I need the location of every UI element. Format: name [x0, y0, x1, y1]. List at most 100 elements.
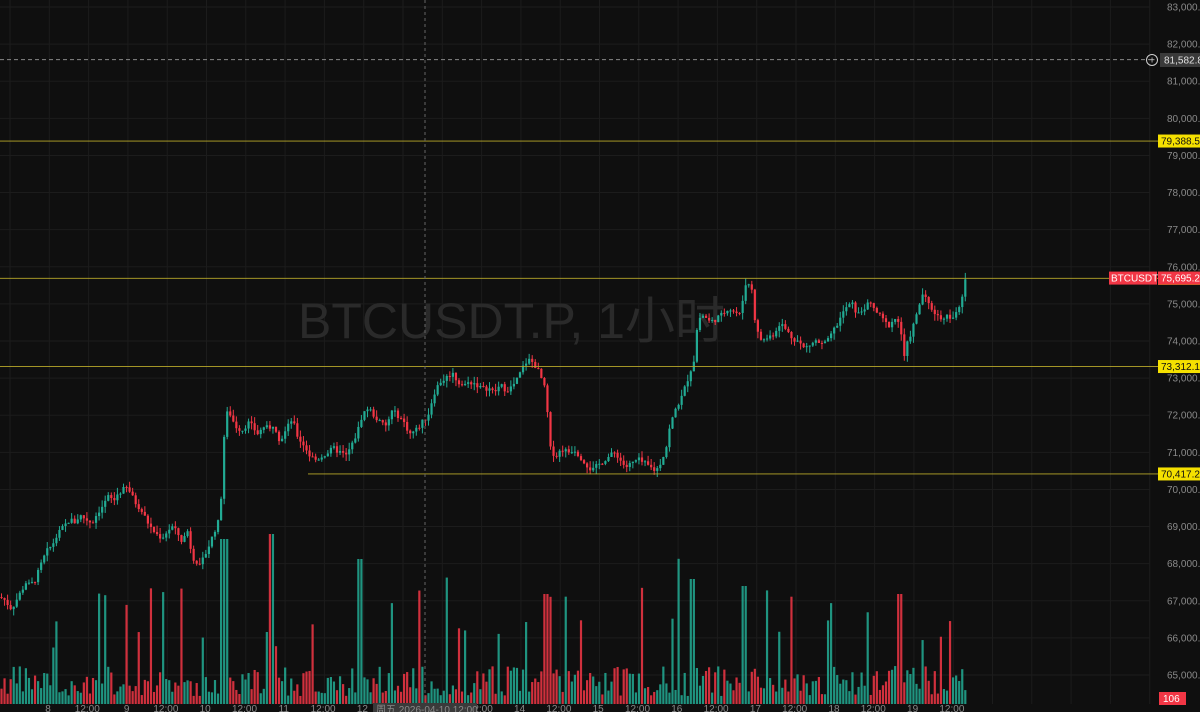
volume-bar — [607, 690, 610, 704]
candle-body — [952, 317, 955, 319]
volume-bar — [860, 672, 863, 704]
candle-body — [427, 414, 430, 421]
candle-body — [628, 463, 631, 467]
volume-bar — [342, 684, 345, 704]
price-axis[interactable]: 83,000.0 82,000.0 81,000.0 80,000.0 79,000.0… — [1167, 3, 1200, 682]
candle-body — [552, 446, 555, 456]
last-price-label: 75,695.2 — [1161, 274, 1200, 285]
volume-bar — [427, 693, 430, 704]
volume-bar — [265, 631, 268, 704]
candle-body — [326, 453, 329, 457]
candle-body — [637, 457, 641, 461]
horizontal-levels[interactable] — [0, 140, 1158, 475]
crosshair-time-tag: 周五 2026-04-10 12:00 — [373, 703, 478, 712]
volume-bar — [430, 681, 433, 704]
volume-bar — [128, 685, 131, 704]
candle-body — [900, 321, 903, 335]
candle-body — [247, 421, 250, 429]
candle-body — [299, 436, 302, 442]
candle-body — [27, 582, 31, 584]
volume-bar — [390, 603, 393, 704]
volume-bar — [894, 666, 897, 704]
candle-body — [823, 341, 827, 343]
volume-bar — [564, 596, 567, 704]
volume-bar — [744, 586, 747, 704]
candle-body — [460, 384, 464, 386]
candle-body — [796, 340, 799, 342]
candle-body — [439, 382, 442, 386]
candle-body — [765, 338, 769, 340]
volume-bar — [94, 680, 98, 704]
volume-bar — [107, 666, 110, 704]
volume-bar — [817, 677, 820, 704]
candle-body — [406, 421, 409, 431]
volume-bar — [945, 690, 949, 704]
candle-body — [573, 451, 576, 453]
volume-bar — [131, 691, 134, 704]
time-tick-label: 12:00 — [546, 704, 571, 712]
candle-body — [625, 464, 628, 467]
candle-body — [73, 518, 76, 524]
candle-body — [204, 554, 207, 558]
volume-bar — [0, 688, 3, 704]
volume-bar — [354, 692, 357, 704]
volume-bar — [488, 669, 491, 704]
volume-bar — [631, 673, 634, 704]
add-alert-icon[interactable] — [1146, 54, 1158, 66]
volume-bar — [12, 666, 15, 704]
candle-body — [37, 569, 40, 583]
time-tick-label: 12:00 — [153, 704, 178, 712]
time-tick-label: 14 — [514, 704, 526, 712]
candle-body — [509, 386, 512, 392]
candle-body — [287, 423, 290, 432]
volume-bar — [91, 677, 95, 704]
time-tick-label: 9 — [124, 704, 130, 712]
volume-bar — [790, 596, 793, 704]
volume-bar — [869, 694, 872, 704]
volume-bar — [335, 690, 339, 704]
candle-body — [772, 335, 775, 337]
candle-body — [470, 382, 473, 385]
candle-body — [948, 314, 952, 319]
price-tick-label: 68,000.0 — [1167, 559, 1200, 570]
volume-bar — [64, 689, 67, 704]
candle-body — [534, 361, 537, 369]
candle-body — [671, 417, 674, 429]
candle-body — [180, 535, 183, 542]
candle-body — [726, 310, 729, 314]
crosshair-price-tag[interactable]: + 81,582.8 — [1146, 53, 1200, 67]
candle-body — [98, 512, 101, 517]
volume-bar — [948, 621, 952, 704]
volume-bar — [345, 695, 348, 704]
volume-bar — [912, 667, 915, 704]
volume-bar — [936, 693, 939, 704]
price-tick-label: 76,000.0 — [1167, 262, 1200, 273]
volume-bar — [360, 559, 363, 704]
volume-bar — [460, 691, 464, 704]
grid-lines — [0, 0, 1151, 704]
candle-body — [207, 546, 210, 555]
candle-body — [64, 523, 67, 527]
volume-bar — [653, 691, 656, 704]
volume-bar — [82, 682, 85, 704]
volume-bar — [884, 681, 888, 704]
candle-body — [305, 445, 308, 451]
candle-body — [595, 464, 598, 468]
candle-body — [753, 289, 756, 321]
candle-body — [604, 461, 607, 464]
volume-bar — [457, 628, 461, 704]
candle-body — [125, 487, 128, 489]
volume-bar — [323, 693, 326, 704]
volume-bar — [723, 669, 726, 704]
volume-bar — [598, 681, 601, 704]
candle-body — [906, 341, 909, 356]
candle-body — [839, 317, 842, 326]
candle-body — [674, 408, 677, 418]
candle-body — [750, 284, 753, 290]
volume-bar — [226, 539, 229, 704]
volume-bar — [198, 695, 201, 704]
time-axis[interactable]: 8 12:00 9 12:00 10 12:00 11 12:00 12 12:00 14 12:00… — [45, 704, 965, 712]
candle-body — [964, 279, 967, 297]
candle-body — [546, 385, 549, 413]
